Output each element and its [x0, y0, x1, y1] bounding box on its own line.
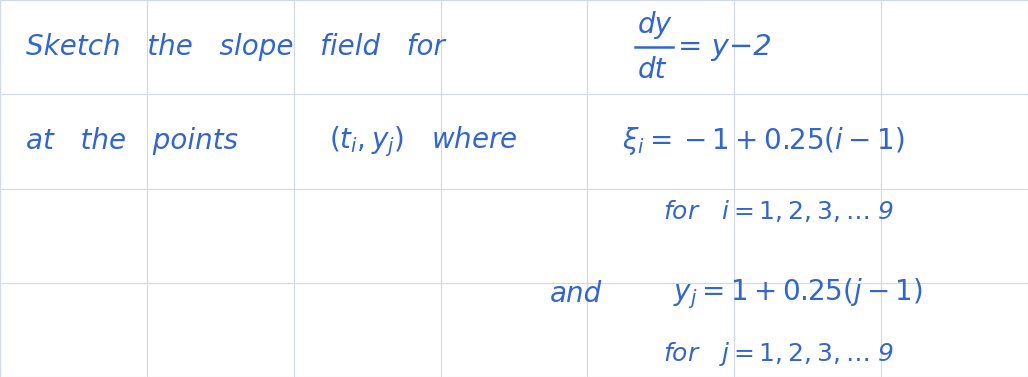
- Text: and: and: [550, 280, 602, 308]
- Text: for   $i=1, 2, 3, \ldots$ 9: for $i=1, 2, 3, \ldots$ 9: [663, 198, 894, 224]
- Text: dy: dy: [637, 11, 671, 38]
- Text: $y_j = 1 + 0.25(j-1)$: $y_j = 1 + 0.25(j-1)$: [673, 277, 923, 311]
- Text: at   the   points: at the points: [26, 127, 237, 155]
- Text: $(t_i, y_j)$   where: $(t_i, y_j)$ where: [329, 124, 518, 159]
- Text: = y−2: = y−2: [678, 33, 772, 61]
- Text: dt: dt: [637, 56, 666, 84]
- Text: $\xi_i = -1 + 0.25(i-1)$: $\xi_i = -1 + 0.25(i-1)$: [622, 126, 905, 157]
- Text: Sketch   the   slope   field   for: Sketch the slope field for: [26, 33, 444, 61]
- Text: for   $j=1, 2, 3, \ldots$ 9: for $j=1, 2, 3, \ldots$ 9: [663, 340, 894, 368]
